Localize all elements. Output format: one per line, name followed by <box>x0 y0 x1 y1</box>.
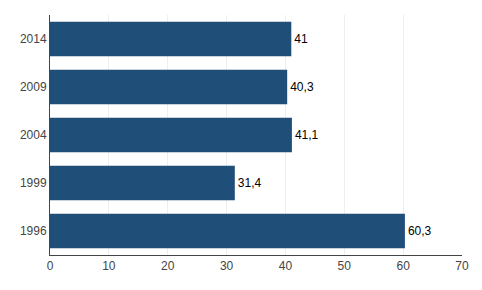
svg-text:10: 10 <box>102 259 116 273</box>
svg-text:30: 30 <box>220 259 234 273</box>
svg-text:2004: 2004 <box>20 128 47 142</box>
svg-text:40: 40 <box>279 259 293 273</box>
svg-text:41: 41 <box>294 32 308 46</box>
svg-text:41,1: 41,1 <box>295 128 319 142</box>
svg-text:1999: 1999 <box>20 176 47 190</box>
svg-text:2014: 2014 <box>20 32 47 46</box>
svg-text:70: 70 <box>455 259 469 273</box>
svg-text:1996: 1996 <box>20 224 47 238</box>
svg-text:50: 50 <box>338 259 352 273</box>
svg-text:20: 20 <box>161 259 175 273</box>
svg-text:0: 0 <box>47 259 54 273</box>
svg-text:2009: 2009 <box>20 80 47 94</box>
svg-text:60,3: 60,3 <box>408 224 432 238</box>
svg-text:60: 60 <box>396 259 410 273</box>
svg-text:40,3: 40,3 <box>290 80 314 94</box>
svg-text:31,4: 31,4 <box>238 176 262 190</box>
